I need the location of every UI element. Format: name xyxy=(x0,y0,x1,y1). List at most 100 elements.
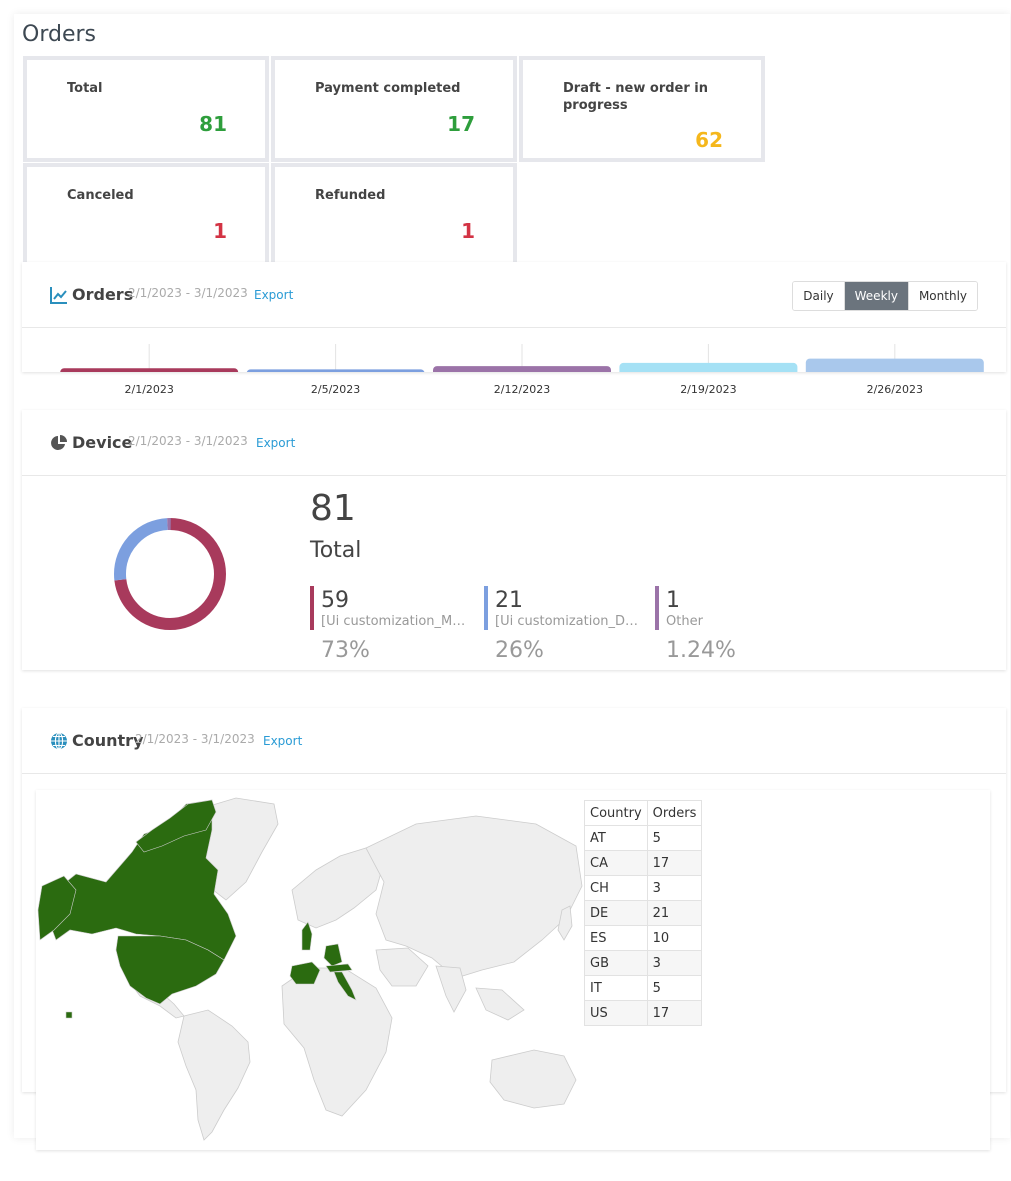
export-link[interactable]: Export xyxy=(254,288,294,302)
cell-orders: 21 xyxy=(646,900,703,926)
legend-percent: 26% xyxy=(495,638,544,663)
device-section: Device 2/1/2023 - 3/1/2023 Export 81 Tot… xyxy=(22,410,1006,670)
kpi-card-draft: Draft - new order in progress 62 xyxy=(519,56,765,162)
donut-slice-1[interactable] xyxy=(114,518,226,630)
legend-percent: 73% xyxy=(321,638,370,663)
device-donut-chart xyxy=(112,516,228,632)
legend-color-bar xyxy=(655,586,659,630)
header-country: Country xyxy=(584,800,648,826)
legend-item-other: 1 Other 1.24% xyxy=(655,586,815,670)
orders-bar-chart xyxy=(60,344,984,372)
kpi-label: Draft - new order in progress xyxy=(563,81,709,113)
bar-2/12/2023[interactable] xyxy=(433,366,611,372)
daily-button[interactable]: Daily xyxy=(793,282,845,310)
kpi-label: Payment completed xyxy=(315,81,461,96)
kpi-label: Total xyxy=(67,81,103,96)
x-tick-label: 2/1/2023 xyxy=(124,383,174,396)
kpi-card-canceled: Canceled 1 xyxy=(23,163,269,269)
table-row: AT 5 xyxy=(584,825,703,851)
table-row: ES 10 xyxy=(584,925,703,951)
legend-value: 21 xyxy=(495,588,523,613)
line-chart-icon xyxy=(50,287,67,304)
cell-orders: 10 xyxy=(646,925,703,951)
kpi-label: Refunded xyxy=(315,188,386,203)
cell-orders: 17 xyxy=(646,850,703,876)
kpi-value: 62 xyxy=(695,128,723,152)
southeast-asia-shape xyxy=(475,987,525,1021)
table-row: CA 17 xyxy=(584,850,703,876)
kpi-label: Canceled xyxy=(67,188,134,203)
kpi-value: 1 xyxy=(213,219,227,243)
cell-country: CA xyxy=(584,850,648,876)
table-row: DE 21 xyxy=(584,900,703,926)
kpi-card-total: Total 81 xyxy=(23,56,269,162)
table-row: GB 3 xyxy=(584,950,703,976)
bar-2/26/2023[interactable] xyxy=(805,358,984,372)
legend-percent: 1.24% xyxy=(666,638,736,663)
section-header: Country 2/1/2023 - 3/1/2023 Export xyxy=(22,708,1006,774)
switzerland-austria-shape xyxy=(325,963,353,973)
africa-shape xyxy=(281,967,393,1117)
date-range: 2/1/2023 - 3/1/2023 xyxy=(128,434,248,448)
canada-shape xyxy=(49,799,237,961)
cell-orders: 17 xyxy=(646,1000,703,1026)
cell-country: US xyxy=(584,1000,648,1026)
section-title: Device xyxy=(72,433,133,452)
section-title: Country xyxy=(72,731,144,750)
bar-2/1/2023[interactable] xyxy=(60,368,239,372)
united-states-shape xyxy=(115,935,225,1005)
alaska-shape xyxy=(37,875,77,941)
legend-value: 1 xyxy=(666,588,680,613)
canada-arctic-islands-shape xyxy=(135,799,217,853)
table-row: IT 5 xyxy=(584,975,703,1001)
bar-2/19/2023[interactable] xyxy=(619,362,798,372)
x-tick-label: 2/19/2023 xyxy=(680,383,737,396)
kpi-value: 17 xyxy=(447,112,475,136)
monthly-button[interactable]: Monthly xyxy=(908,282,977,310)
legend-item-mobile: 59 [Ui customization_Mobile] 73% xyxy=(310,586,470,670)
device-total-label: Total xyxy=(310,538,362,563)
japan-shape xyxy=(557,905,573,941)
cell-country: GB xyxy=(584,950,648,976)
legend-color-bar xyxy=(484,586,488,630)
table-row: US 17 xyxy=(584,1000,703,1026)
legend-name: Other xyxy=(666,614,703,629)
x-tick-label: 2/12/2023 xyxy=(493,383,551,396)
section-title: Orders xyxy=(72,285,134,304)
india-shape xyxy=(435,965,467,1013)
kpi-value: 1 xyxy=(461,219,475,243)
period-toggle: Daily Weekly Monthly xyxy=(792,281,978,311)
export-link[interactable]: Export xyxy=(256,436,296,450)
cell-country: ES xyxy=(584,925,648,951)
legend-name: [Ui customization_Mobile] xyxy=(321,614,467,629)
cell-country: DE xyxy=(584,900,648,926)
cell-country: IT xyxy=(584,975,648,1001)
date-range: 2/1/2023 - 3/1/2023 xyxy=(135,732,255,746)
cell-orders: 3 xyxy=(646,950,703,976)
south-america-shape xyxy=(177,1009,251,1141)
world-map-svg xyxy=(37,797,583,1141)
device-total-value: 81 xyxy=(310,488,356,529)
kpi-value: 81 xyxy=(199,112,227,136)
weekly-button[interactable]: Weekly xyxy=(844,282,909,310)
country-orders-table: Country Orders AT 5 CA 17 CH 3 DE 21 ES 10 GB… xyxy=(584,800,703,1026)
kpi-card-payment-completed: Payment completed 17 xyxy=(271,56,517,162)
legend-color-bar xyxy=(310,586,314,630)
export-link[interactable]: Export xyxy=(263,734,303,748)
australia-shape xyxy=(489,1049,577,1109)
spain-shape xyxy=(289,961,321,985)
globe-icon xyxy=(51,732,67,750)
germany-shape xyxy=(323,943,343,967)
cell-orders: 5 xyxy=(646,825,703,851)
bar-2/5/2023[interactable] xyxy=(246,369,425,372)
legend-value: 59 xyxy=(321,588,349,613)
table-header-row: Country Orders xyxy=(584,800,703,826)
table-row: CH 3 xyxy=(584,875,703,901)
page-title: Orders xyxy=(22,22,96,47)
europe-shape xyxy=(291,847,385,929)
header-orders: Orders xyxy=(646,800,703,826)
section-header: Orders 2/1/2023 - 3/1/2023 Export Daily … xyxy=(22,262,1006,328)
cell-country: AT xyxy=(584,825,648,851)
date-range: 2/1/2023 - 3/1/2023 xyxy=(128,286,248,300)
donut-slice-2[interactable] xyxy=(114,518,226,630)
